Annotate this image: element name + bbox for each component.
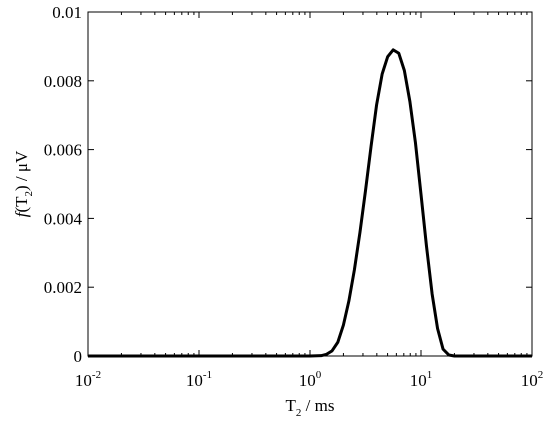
y-tick-label: 0 bbox=[74, 347, 83, 366]
x-tick-label: 101 bbox=[410, 369, 433, 390]
tick-label-group: 10-2 10-1 100 101 102 0 0.002 0.004 0.006 0.008 0.… bbox=[44, 3, 544, 390]
series-line bbox=[88, 48, 532, 358]
x-tick-label: 102 bbox=[521, 369, 544, 390]
y-tick-label: 0.006 bbox=[44, 141, 82, 160]
x-axis-title: T2 / ms bbox=[286, 396, 335, 419]
y-tick-label: 0.01 bbox=[52, 3, 82, 22]
x-tick-label: 100 bbox=[299, 369, 322, 390]
plot-area-frame bbox=[87, 11, 533, 357]
y-tick-label: 0.004 bbox=[44, 209, 83, 228]
x-tick-label: 10-2 bbox=[75, 369, 101, 390]
x-tick-label: 10-1 bbox=[186, 369, 212, 390]
y-axis-title: f(T2) / μV bbox=[12, 150, 35, 217]
y-tick-label: 0.002 bbox=[44, 278, 82, 297]
y-tick-label: 0.008 bbox=[44, 72, 82, 91]
